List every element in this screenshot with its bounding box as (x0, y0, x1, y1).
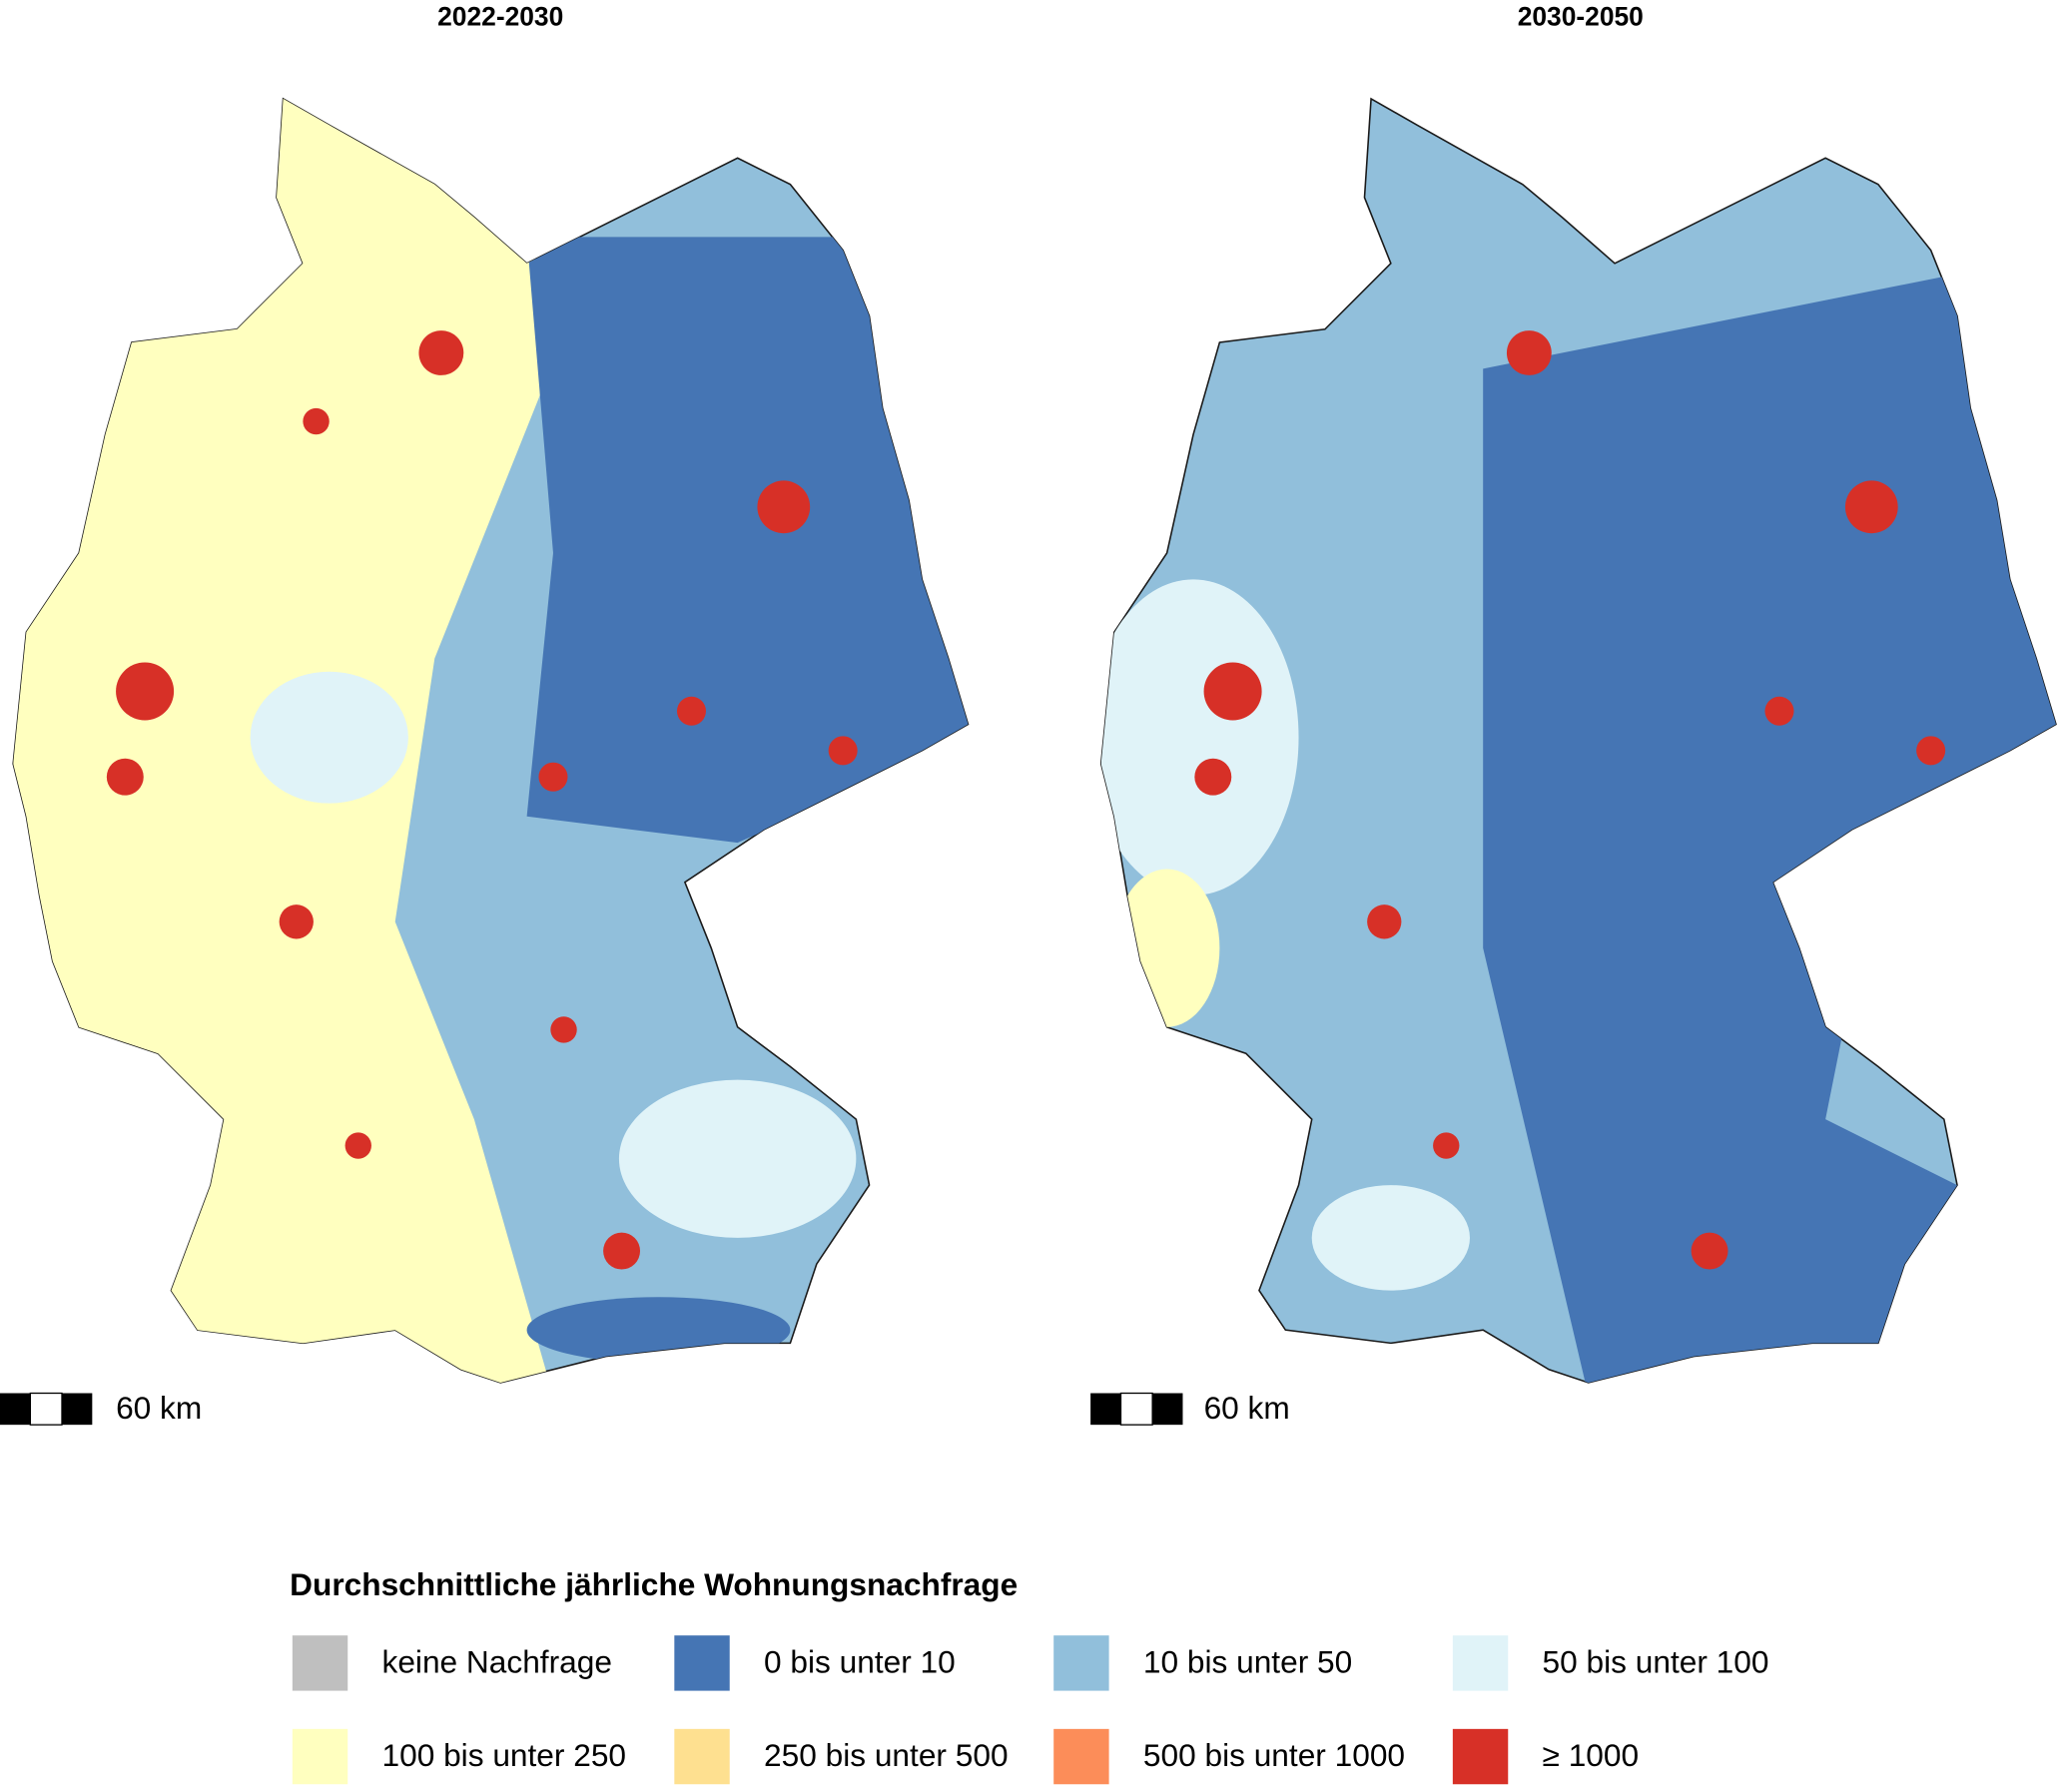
legend-label: 500 bis unter 1000 (1143, 1737, 1405, 1773)
region (526, 1297, 791, 1364)
region-east (526, 237, 969, 844)
panel-title: 2022-2030 (437, 1, 563, 31)
regions (1100, 263, 2056, 1383)
region-east (1483, 263, 2056, 1383)
legend-label: ≥ 1000 (1543, 1737, 1640, 1773)
legend-label: 250 bis unter 500 (764, 1737, 1009, 1773)
region (1311, 1185, 1471, 1291)
region (1113, 869, 1220, 1027)
map-left (0, 98, 970, 1426)
panel-title: 2030-2050 (1518, 1, 1644, 31)
legend-label: 50 bis unter 100 (1543, 1644, 1769, 1680)
legend-label: 0 bis unter 10 (764, 1644, 956, 1680)
scale-label: 60 km (1204, 1390, 1290, 1426)
legend-label: keine Nachfrage (382, 1644, 612, 1680)
legend-swatch (1452, 1728, 1509, 1785)
legend-swatch (1053, 1728, 1109, 1785)
region (1100, 579, 1299, 896)
cities (106, 330, 858, 1270)
region (250, 671, 408, 804)
legend-swatch (674, 1635, 730, 1691)
scale-label: 60 km (116, 1390, 202, 1426)
cities (1194, 330, 1946, 1270)
map-right (1090, 98, 2057, 1426)
legend-label: 100 bis unter 250 (382, 1737, 627, 1773)
legend-title: Durchschnittliche jährliche Wohnungsnach… (290, 1566, 1018, 1602)
legend-swatch (292, 1635, 348, 1691)
region (618, 1079, 857, 1238)
legend-swatch (292, 1728, 348, 1785)
legend-swatch (674, 1728, 730, 1785)
legend-swatch (1452, 1635, 1509, 1691)
legend: keine Nachfrage 0 bis unter 10 10 bis unte… (292, 1635, 1769, 1785)
legend-swatch (1053, 1635, 1109, 1691)
legend-label: 10 bis unter 50 (1143, 1644, 1352, 1680)
